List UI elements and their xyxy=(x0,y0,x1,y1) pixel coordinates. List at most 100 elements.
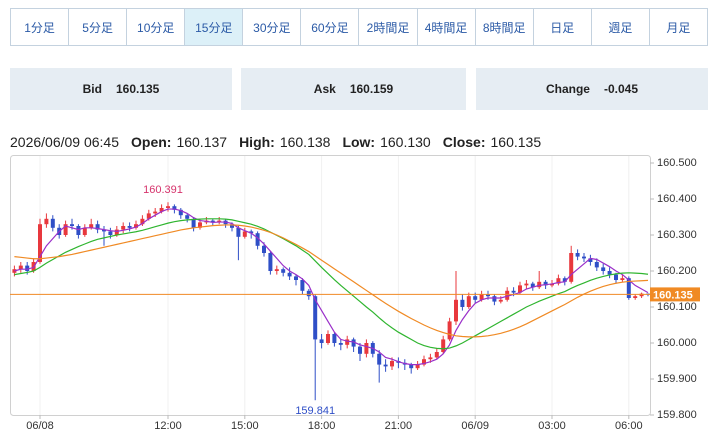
timeframe-tab[interactable]: 10分足 xyxy=(126,9,184,45)
y-tick-label: 160.200 xyxy=(657,265,697,277)
candle-body xyxy=(620,278,625,280)
candle-body xyxy=(338,343,343,345)
candle-body xyxy=(454,299,458,322)
quote-value: 160.135 xyxy=(115,82,160,96)
candle-body xyxy=(614,274,618,280)
candle-body xyxy=(364,343,369,354)
candle-body xyxy=(639,293,644,297)
candle-body xyxy=(313,296,318,340)
candle-body xyxy=(633,296,638,298)
info-label: Low: xyxy=(342,134,376,150)
candle-body xyxy=(345,339,350,345)
x-tick-label: 15:00 xyxy=(231,420,259,432)
candle-body xyxy=(498,299,503,302)
timestamp: 2026/06/09 06:45 xyxy=(10,134,119,150)
candle-body xyxy=(358,346,362,354)
y-tick-label: 159.800 xyxy=(657,409,697,421)
x-tick-label: 18:00 xyxy=(308,420,336,432)
timeframe-tab[interactable]: 15分足 xyxy=(184,9,243,45)
timeframe-tab[interactable]: 5分足 xyxy=(68,9,126,45)
y-tick-label: 160.500 xyxy=(657,157,697,169)
timeframe-tab[interactable]: 1分足 xyxy=(24,20,55,35)
info-label: Close: xyxy=(442,134,486,150)
ohlc-info: 2026/06/09 06:45 Open: 160.137 High: 160.138… xyxy=(10,134,541,150)
chart: 159.800 159.900 160.000 160.100 160.200 160.3… xyxy=(10,155,700,432)
candle-body xyxy=(89,224,94,228)
x-tick-label: 06/08 xyxy=(26,420,54,432)
timeframe-tab[interactable]: 日足 xyxy=(532,9,591,45)
candle-body xyxy=(230,224,234,228)
candle-body xyxy=(505,290,510,300)
y-tick-label: 160.300 xyxy=(657,229,697,241)
quote-label: Bid xyxy=(82,82,102,96)
candle-body xyxy=(582,256,586,259)
candle-body xyxy=(236,227,241,237)
candle-body xyxy=(210,220,215,223)
timeframe-tab[interactable]: 2時間足 xyxy=(358,9,416,45)
last-price-box xyxy=(650,287,700,302)
info-value: 160.135 xyxy=(490,134,542,150)
candle-body xyxy=(76,226,81,235)
quote-label: Ask xyxy=(313,82,336,96)
y-tick-label: 160.400 xyxy=(657,193,697,205)
candle-body xyxy=(50,218,55,228)
candle-body xyxy=(172,206,177,210)
timeframe-tab[interactable]: 4時間足 xyxy=(416,9,475,45)
candle-body xyxy=(537,281,542,288)
info-value: 160.138 xyxy=(279,134,331,150)
quote-label: Change xyxy=(545,82,590,96)
candle-body xyxy=(108,231,113,235)
timeframe-tab[interactable]: 週足 xyxy=(590,9,649,45)
timeframe-tab[interactable]: 月足 xyxy=(648,9,707,45)
candle-body xyxy=(518,285,522,293)
candle-body xyxy=(255,233,260,246)
info-label: High: xyxy=(239,134,275,150)
candle-body xyxy=(268,253,273,271)
last-price-label: 160.135 xyxy=(653,289,693,301)
ask-box: Ask 160.159 xyxy=(241,68,466,110)
plot-frame xyxy=(10,155,651,416)
candle-body xyxy=(409,364,414,369)
candle-body xyxy=(191,218,196,228)
candle-body xyxy=(127,226,132,228)
candle-body xyxy=(626,278,631,298)
timeframe-tab[interactable]: 60分足 xyxy=(300,9,358,45)
candle-body xyxy=(479,294,484,300)
candle-body xyxy=(38,224,42,262)
candle-body xyxy=(153,211,158,214)
candle-body xyxy=(281,269,286,273)
moving-average xyxy=(14,224,649,338)
timeframe-tabs: 1分足 5分足 10分足 15分足 30分足 60分足 2時間足 4時間足 8時間足 日足 週足 月足 xyxy=(10,8,708,46)
candle-body xyxy=(390,361,394,367)
candle-body xyxy=(294,276,298,280)
candle-body xyxy=(377,353,382,365)
candle-body xyxy=(121,226,126,230)
candle-body xyxy=(607,271,612,275)
bid-box: Bid 160.135 xyxy=(10,68,232,110)
quote-value: -0.045 xyxy=(603,82,639,96)
candle-body xyxy=(562,278,567,282)
candle-body xyxy=(63,224,68,235)
candle-body xyxy=(159,208,164,212)
candle-body xyxy=(466,296,471,307)
x-tick-label: 21:00 xyxy=(385,420,413,432)
candle-body xyxy=(524,283,529,286)
candle-body xyxy=(460,299,465,307)
candle-body xyxy=(82,227,87,235)
candle-body xyxy=(492,296,497,302)
candle-body xyxy=(511,290,516,293)
max-label: 160.391 xyxy=(143,184,183,196)
candle-body xyxy=(114,229,119,235)
candle-body xyxy=(95,224,100,230)
timeframe-tab[interactable]: 8時間足 xyxy=(474,9,533,45)
candle-body xyxy=(486,294,490,297)
candle-body xyxy=(415,364,420,369)
info-value: 160.130 xyxy=(380,134,431,150)
candle-body xyxy=(594,262,599,268)
timeframe-tab[interactable]: 30分足 xyxy=(242,9,300,45)
y-tick-label: 159.900 xyxy=(657,373,697,385)
candle-body xyxy=(543,281,548,286)
candle-body xyxy=(44,218,49,225)
candle-body xyxy=(428,357,433,360)
